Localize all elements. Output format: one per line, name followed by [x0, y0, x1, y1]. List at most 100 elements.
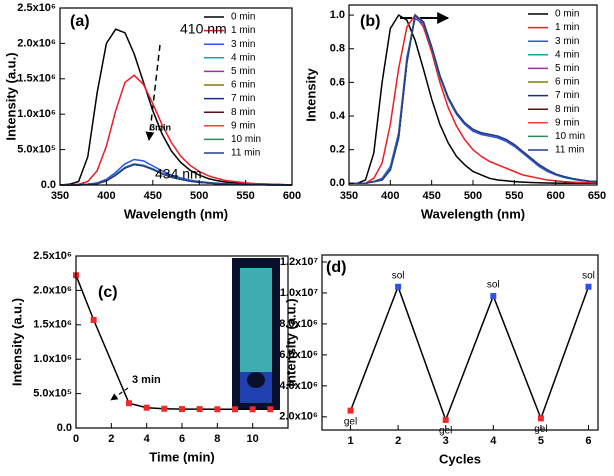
annotation: 3 min [132, 374, 161, 386]
data-line [349, 284, 590, 423]
x-tick-label: 350 [51, 190, 69, 202]
marker [267, 406, 274, 413]
y-axis-title: Intensity (a.u.) [3, 52, 18, 140]
y-tick-label: 1.0x10⁷ [280, 287, 319, 299]
x-tick-label: 10 [247, 433, 259, 445]
x-tick-label: 500 [464, 190, 482, 202]
x-tick-label: 550 [236, 190, 254, 202]
annotation: 434 nm [155, 166, 202, 182]
legend-label: 5 min [231, 66, 255, 77]
legend-label: 3 min [231, 39, 255, 50]
x-tick-label: 400 [97, 190, 115, 202]
marker [585, 283, 592, 290]
y-tick-label: 5.0x10⁵ [17, 144, 56, 156]
legend-label: 8 min [555, 104, 579, 115]
y-tick-label: 0.8 [330, 43, 345, 55]
marker [161, 405, 168, 412]
annotation-arrow [110, 387, 129, 401]
marker [90, 316, 97, 323]
legend-label: 1 min [231, 25, 255, 36]
y-tick-label: 2.5x10⁶ [33, 250, 72, 262]
marker [395, 283, 402, 290]
y-axis-title: Intensity (a.u.) [283, 298, 298, 386]
marker [196, 406, 203, 413]
x-tick-label: 1 [347, 435, 353, 447]
legend-label: 9 min [231, 120, 255, 131]
x-tick-label: 400 [381, 190, 399, 202]
legend-label: 6 min [231, 80, 255, 91]
marker [143, 404, 150, 411]
data-line [60, 74, 293, 186]
panel-label: (c) [98, 284, 118, 301]
marker [214, 406, 221, 413]
y-tick-label: 1.5x10⁶ [33, 319, 72, 331]
point-label: gel [344, 416, 357, 427]
legend-label: 11 min [231, 148, 260, 159]
x-axis-title: Wavelength (nm) [421, 206, 525, 221]
x-tick-label: 450 [144, 190, 162, 202]
legend-label: 0 min [231, 12, 255, 23]
legend-label: 0 min [555, 9, 579, 20]
y-axis-title: Intensity [303, 68, 318, 122]
marker [442, 416, 449, 423]
data-line [349, 13, 598, 185]
y-axis-title: Intensity (a.u.) [9, 298, 24, 386]
x-tick-label: 650 [588, 190, 606, 202]
marker [537, 415, 544, 422]
y-tick-label: 0.6 [330, 76, 345, 88]
panel-label: (a) [70, 13, 90, 30]
legend-label: 9 min [555, 117, 579, 128]
y-tick-label: 5.0x10⁵ [33, 388, 72, 400]
legend-label: 11 min [555, 145, 584, 156]
y-tick-label: 0.0 [41, 179, 56, 191]
marker [179, 406, 185, 413]
y-tick-label: 0.0 [330, 177, 345, 189]
marker [347, 407, 354, 414]
y-tick-label: 4.0x10⁶ [279, 380, 318, 392]
y-tick-label: 2.0x10⁶ [33, 284, 72, 296]
legend-label: 10 min [231, 134, 261, 145]
x-tick-label: 600 [283, 190, 301, 202]
y-tick-label: 1.5x10⁶ [17, 73, 56, 85]
y-tick-label: 6.0x10⁶ [279, 349, 318, 361]
legend-label: 8 min [231, 107, 255, 118]
x-tick-label: 2 [108, 433, 114, 445]
legend-label: 4 min [555, 49, 579, 60]
annotation: 410 nm [180, 21, 227, 37]
point-label: sol [487, 280, 500, 291]
legend-label: 10 min [555, 131, 585, 142]
data-line [59, 28, 293, 186]
y-tick-label: 1.0x10⁶ [17, 108, 56, 120]
x-tick-label: 4 [490, 435, 497, 447]
marker [126, 400, 132, 407]
y-tick-label: 0.2 [330, 144, 345, 156]
y-tick-label: 2.0x10⁶ [17, 37, 56, 49]
y-tick-label: 1.2x10⁷ [280, 256, 319, 268]
marker [490, 293, 497, 300]
x-tick-label: 6 [179, 433, 185, 445]
x-axis-title: Wavelength (nm) [124, 206, 228, 221]
y-tick-label: 0.0 [57, 422, 72, 434]
x-tick-label: 0 [73, 433, 79, 445]
point-label: gel [439, 426, 452, 437]
y-tick-label: 0.4 [330, 110, 346, 122]
legend-label: 7 min [231, 93, 255, 104]
legend-label: 7 min [555, 90, 579, 101]
legend-label: 5 min [555, 63, 579, 74]
marker [249, 406, 256, 413]
x-tick-label: 8 [214, 433, 220, 445]
legend-label: 4 min [231, 52, 255, 63]
x-tick-label: 3 [443, 435, 449, 447]
y-tick-label: 2.5x10⁶ [17, 2, 56, 14]
x-tick-label: 450 [422, 190, 440, 202]
point-label: sol [582, 270, 595, 281]
legend-label: 3 min [555, 36, 579, 47]
legend-label: 6 min [555, 77, 579, 88]
y-tick-label: 1.0 [330, 9, 345, 21]
legend-label: 1 min [555, 22, 579, 33]
panel-label: (b) [360, 13, 380, 30]
marker [232, 406, 238, 413]
plot-frame [59, 7, 293, 186]
inset-photo [232, 258, 280, 410]
